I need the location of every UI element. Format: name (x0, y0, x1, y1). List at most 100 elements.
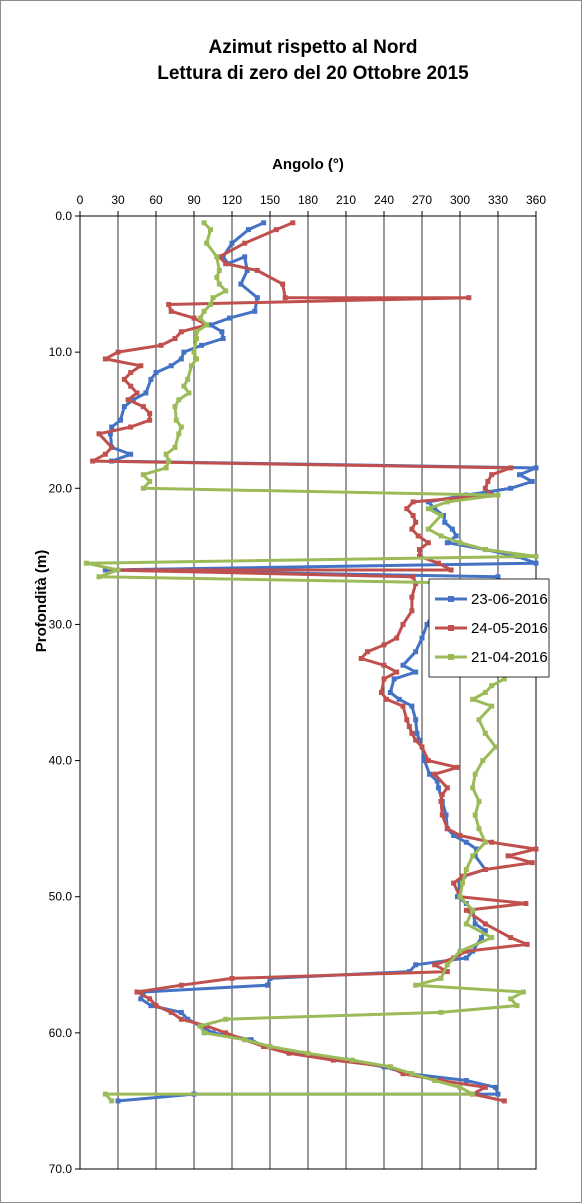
data-point (244, 267, 250, 273)
data-point (185, 376, 191, 382)
data-point (197, 315, 203, 321)
data-point (419, 744, 425, 750)
data-point (533, 560, 539, 566)
data-point (153, 370, 159, 376)
data-point (409, 703, 415, 709)
data-point (220, 254, 226, 260)
y-tick-label: 60.0 (49, 1026, 73, 1040)
data-point (109, 424, 115, 430)
data-point (264, 982, 270, 988)
y-axis-title: Profondità (m) (33, 550, 50, 653)
data-point (406, 724, 412, 730)
data-point (470, 785, 476, 791)
data-point (479, 935, 485, 941)
data-point (248, 1037, 254, 1043)
data-point (438, 975, 444, 981)
legend-item: 24-05-2016 (435, 620, 548, 637)
data-point (115, 1098, 121, 1104)
data-point (480, 758, 486, 764)
data-point (508, 935, 514, 941)
data-point (432, 771, 438, 777)
data-point (439, 792, 445, 798)
data-point (384, 696, 390, 702)
data-point (204, 240, 210, 246)
data-point (148, 1003, 154, 1009)
data-point (143, 390, 149, 396)
data-point (442, 519, 448, 525)
data-point (449, 526, 455, 532)
data-point (147, 417, 153, 423)
data-point (216, 254, 222, 260)
data-point (463, 948, 469, 954)
data-point (387, 1064, 393, 1070)
data-point (482, 547, 488, 553)
data-point (216, 267, 222, 273)
data-point (425, 540, 431, 546)
data-point (404, 506, 410, 512)
data-point (201, 220, 207, 226)
x-tick-label: 120 (222, 193, 242, 207)
data-point (282, 295, 288, 301)
data-point (473, 846, 479, 852)
data-point (441, 513, 447, 519)
data-point (210, 1030, 216, 1036)
data-point (381, 662, 387, 668)
data-point (438, 533, 444, 539)
y-tick-label: 0.0 (55, 209, 72, 223)
data-point (451, 832, 457, 838)
data-point (115, 567, 121, 573)
data-point (387, 690, 393, 695)
data-point (410, 499, 416, 505)
data-point (529, 860, 535, 866)
data-point (489, 935, 495, 941)
data-point (261, 220, 267, 226)
data-point (290, 220, 296, 226)
data-point (254, 267, 260, 273)
data-point (434, 778, 440, 784)
data-point (482, 839, 488, 845)
data-point (457, 894, 463, 900)
data-point (524, 941, 530, 947)
data-point (409, 730, 415, 736)
data-point (223, 1016, 229, 1022)
data-point (163, 465, 169, 471)
data-point (219, 329, 225, 335)
data-point (115, 349, 121, 355)
legend-label: 21-04-2016 (471, 649, 548, 666)
data-point (229, 240, 235, 246)
data-point (482, 485, 488, 491)
data-point (102, 1091, 108, 1097)
data-point (178, 356, 184, 362)
x-tick-label: 60 (149, 193, 163, 207)
y-tick-label: 70.0 (49, 1162, 73, 1176)
y-tick-label: 40.0 (49, 754, 73, 768)
x-tick-label: 240 (374, 193, 394, 207)
data-point (223, 1030, 229, 1036)
data-point (158, 342, 164, 348)
data-point (207, 322, 213, 328)
data-point (188, 363, 194, 369)
data-point (163, 451, 169, 457)
data-point (425, 526, 431, 532)
data-point (216, 281, 222, 287)
data-point (416, 553, 422, 559)
x-tick-label: 90 (187, 193, 201, 207)
data-point (472, 812, 478, 818)
data-point (444, 826, 450, 832)
data-point (140, 472, 146, 478)
legend-marker (448, 625, 454, 631)
data-point (425, 506, 431, 512)
data-point (349, 1057, 355, 1063)
data-point (457, 880, 463, 886)
data-point (223, 261, 229, 267)
data-point (410, 513, 416, 519)
legend-label: 23-06-2016 (471, 591, 548, 608)
data-point (365, 649, 371, 655)
data-point (416, 737, 422, 743)
data-point (400, 662, 406, 668)
data-point (400, 1071, 406, 1077)
data-point (181, 349, 187, 355)
data-point (529, 478, 535, 484)
data-point (472, 921, 478, 927)
data-point (495, 492, 501, 498)
